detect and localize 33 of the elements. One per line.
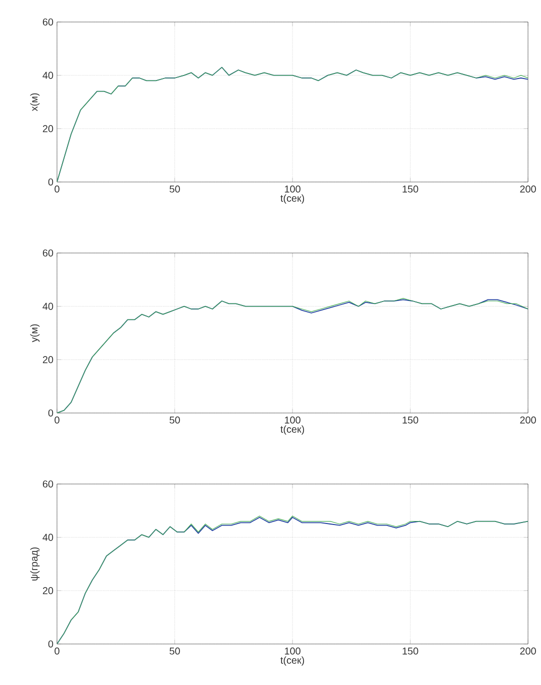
x-tick-label: 200 <box>520 416 536 424</box>
y-tick-label: 0 <box>48 409 54 417</box>
y-tick-label: 20 <box>42 356 54 364</box>
x-tick-label: 50 <box>170 416 180 424</box>
y-tick-label: 0 <box>48 178 54 186</box>
x-tick-label: 100 <box>284 648 300 655</box>
y-axis-title: y(м) <box>30 324 40 342</box>
y-tick-label: 0 <box>48 640 54 648</box>
y-tick-label: 60 <box>42 18 54 26</box>
x-tick-label: 0 <box>54 186 60 193</box>
x-axis-title: t(сек) <box>280 425 304 435</box>
x-tick-label: 50 <box>170 186 180 193</box>
x-tick-label: 200 <box>520 186 536 193</box>
y-tick-label: 40 <box>42 534 54 541</box>
y-tick-label: 20 <box>42 125 54 132</box>
y-tick-label: 40 <box>42 72 54 79</box>
x-axis-title: t(сек) <box>280 194 304 204</box>
x-tick-label: 200 <box>520 648 536 655</box>
y-tick-label: 60 <box>42 480 54 488</box>
x-tick-label: 0 <box>54 416 60 424</box>
x-tick-label: 150 <box>402 416 418 424</box>
y-tick-label: 20 <box>42 587 54 594</box>
x-tick-label: 0 <box>54 648 60 655</box>
x-tick-label: 100 <box>284 186 300 193</box>
x-tick-label: 150 <box>402 648 418 655</box>
x-tick-label: 150 <box>402 186 418 193</box>
x-tick-label: 50 <box>170 648 180 655</box>
y-tick-label: 40 <box>42 302 54 310</box>
x-axis-title: t(сек) <box>280 656 304 666</box>
x-tick-label: 100 <box>284 416 300 424</box>
y-tick-label: 60 <box>42 249 54 257</box>
y-axis-title: x(м) <box>30 93 40 112</box>
y-axis-title: ψ(град) <box>30 547 40 580</box>
